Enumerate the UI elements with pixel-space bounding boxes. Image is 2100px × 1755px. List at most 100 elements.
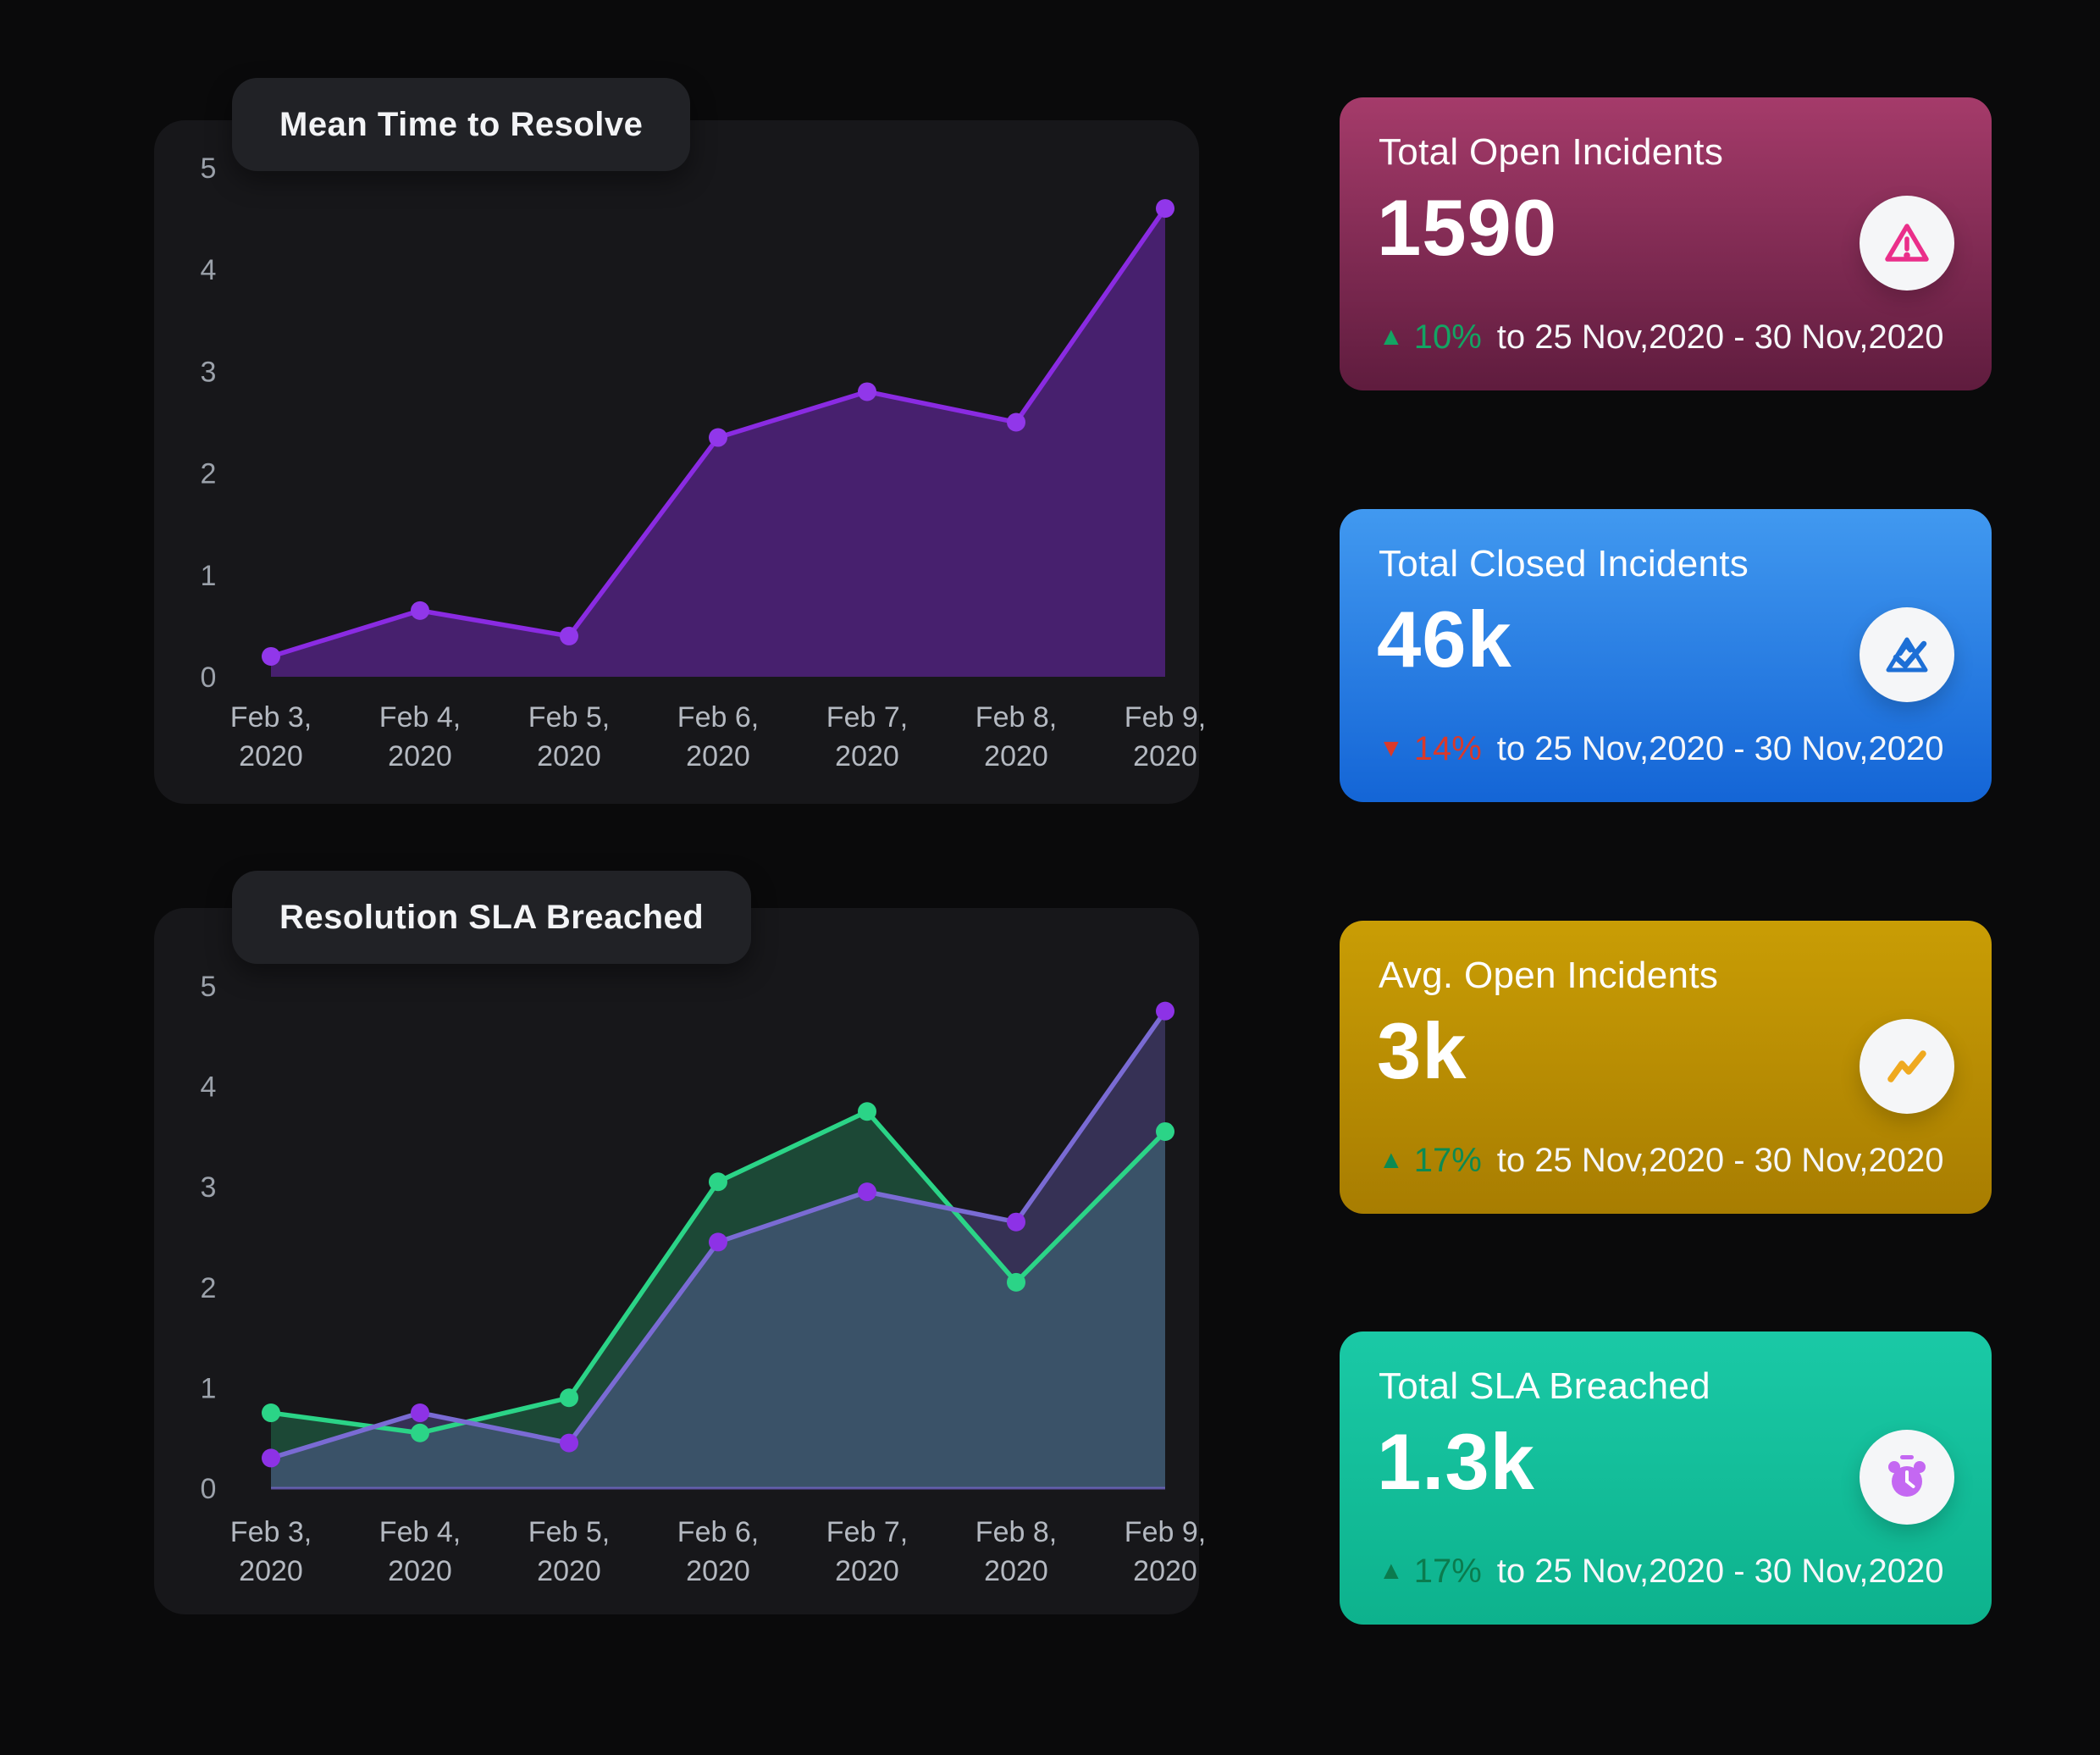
card-total-closed-incidents: Total Closed Incidents 46k ▼ 14% to 25 N… [1340, 509, 1992, 802]
data-point-sla-breached-purple [262, 1448, 280, 1468]
card-total-sla-breached: Total SLA Breached 1.3k ▲ 17% to 25 Nov,… [1340, 1331, 1992, 1625]
data-point-mean-time-to-resolve [411, 601, 429, 620]
data-point-sla-breached-green [858, 1102, 876, 1121]
data-point-mean-time-to-resolve [262, 646, 280, 666]
x-axis-label: 2020 [239, 1555, 303, 1587]
x-axis-label: Feb 6, [677, 701, 759, 734]
x-axis-label: 2020 [1133, 740, 1197, 772]
x-axis-label: Feb 7, [826, 1516, 908, 1548]
chart-panel-resolution-sla-breached: 0 1 2 3 4 5 Feb 3, 2020 Feb 4, 2020 Feb 5, 2020 Feb … [154, 908, 1207, 1614]
card-value: 1.3k [1377, 1417, 1535, 1506]
delta-percent: 17% [1413, 1142, 1482, 1179]
x-axis-label: Feb 5, [528, 701, 610, 734]
y-axis-tick-label: 5 [201, 971, 217, 1003]
delta-up-arrow-icon: ▲ [1379, 1145, 1404, 1174]
card-title: Avg. Open Incidents [1379, 955, 1719, 996]
data-point-sla-breached-green [709, 1172, 727, 1192]
card-value: 1590 [1377, 183, 1558, 272]
x-axis-label: Feb 8, [975, 1516, 1057, 1548]
delta-down-arrow-icon: ▼ [1379, 734, 1404, 762]
card-title: Total Open Incidents [1379, 131, 1724, 173]
x-axis-label: 2020 [388, 740, 452, 772]
x-axis-label: 2020 [537, 740, 601, 772]
delta-period: to 25 Nov,2020 - 30 Nov,2020 [1496, 318, 1944, 356]
chart-title-pill: Resolution SLA Breached [232, 871, 752, 964]
x-axis-label: Feb 5, [528, 1516, 610, 1548]
data-point-sla-breached-green [1007, 1272, 1025, 1292]
x-axis-label: 2020 [686, 740, 750, 772]
card-delta-row: ▲ 17% to 25 Nov,2020 - 30 Nov,2020 [1379, 1553, 1944, 1591]
x-axis-label: 2020 [835, 740, 899, 772]
data-point-sla-breached-green [1156, 1121, 1174, 1141]
y-axis-tick-label: 1 [201, 560, 217, 592]
x-axis-label: 2020 [984, 1555, 1048, 1587]
card-title: Total Closed Incidents [1379, 543, 1749, 584]
delta-up-arrow-icon: ▲ [1379, 1556, 1404, 1585]
delta-period: to 25 Nov,2020 - 30 Nov,2020 [1496, 1553, 1944, 1590]
y-axis-tick-label: 2 [201, 458, 217, 490]
x-axis-label: 2020 [239, 740, 303, 772]
y-axis-tick-label: 5 [201, 152, 217, 185]
data-point-mean-time-to-resolve [1156, 199, 1174, 219]
x-axis-label: 2020 [1133, 1555, 1197, 1587]
x-axis-label: Feb 7, [826, 701, 908, 734]
x-axis-label: 2020 [686, 1555, 750, 1587]
chart-title: Mean Time to Resolve [279, 105, 644, 143]
y-axis-tick-label: 2 [201, 1272, 217, 1304]
card-icon-circle [1860, 607, 1954, 702]
y-axis-tick-label: 4 [201, 254, 217, 286]
resolution-sla-breached-chart: 0 1 2 3 4 5 Feb 3, 2020 Feb 4, 2020 Feb 5, 2020 Feb … [201, 971, 1207, 1587]
card-value: 46k [1377, 595, 1512, 684]
x-axis-label: Feb 9, [1125, 1516, 1206, 1548]
delta-percent: 14% [1413, 730, 1482, 767]
card-icon-circle [1860, 1019, 1954, 1114]
card-value: 3k [1377, 1006, 1467, 1095]
card-avg-open-incidents: Avg. Open Incidents 3k ▲ 17% to 25 Nov,2… [1340, 921, 1992, 1214]
x-axis-label: Feb 4, [379, 1516, 461, 1548]
chart-title-pill: Mean Time to Resolve [232, 78, 691, 171]
data-point-sla-breached-purple [858, 1182, 876, 1202]
data-point-sla-breached-purple [1007, 1212, 1025, 1232]
delta-percent: 10% [1413, 318, 1482, 356]
card-icon-circle [1860, 196, 1954, 291]
data-point-mean-time-to-resolve [858, 382, 876, 401]
data-point-sla-breached-green [411, 1423, 429, 1442]
trend-zigzag-icon [1887, 1050, 1926, 1082]
x-axis-label: Feb 4, [379, 701, 461, 734]
x-axis-label: Feb 3, [230, 1516, 312, 1548]
data-point-sla-breached-purple [709, 1232, 727, 1252]
check-triangle-icon [1886, 637, 1928, 673]
data-point-mean-time-to-resolve [709, 428, 727, 447]
x-axis-label: 2020 [537, 1555, 601, 1587]
x-axis-label: Feb 9, [1125, 701, 1206, 734]
x-axis-label: Feb 3, [230, 701, 312, 734]
x-axis-label: 2020 [984, 740, 1048, 772]
card-delta-row: ▼ 14% to 25 Nov,2020 - 30 Nov,2020 [1379, 730, 1944, 768]
y-axis-tick-label: 3 [201, 356, 217, 388]
y-axis-tick-label: 0 [201, 662, 217, 694]
chart-panel-mean-time-to-resolve: 0 1 2 3 4 5 Feb 3, 2020 Feb 4, 2020 Feb 5, 2020 Feb … [154, 120, 1207, 804]
warning-triangle-icon [1885, 224, 1929, 262]
card-title: Total SLA Breached [1379, 1365, 1710, 1407]
x-axis-label: Feb 6, [677, 1516, 759, 1548]
data-point-sla-breached-purple [411, 1403, 429, 1423]
chart-title: Resolution SLA Breached [279, 898, 705, 936]
y-axis-tick-label: 1 [201, 1372, 217, 1404]
data-point-mean-time-to-resolve [1007, 412, 1025, 432]
card-delta-row: ▲ 10% to 25 Nov,2020 - 30 Nov,2020 [1379, 318, 1944, 357]
delta-period: to 25 Nov,2020 - 30 Nov,2020 [1496, 730, 1944, 767]
x-axis-label: 2020 [835, 1555, 899, 1587]
mean-time-to-resolve-chart: 0 1 2 3 4 5 Feb 3, 2020 Feb 4, 2020 Feb 5, 2020 Feb … [201, 152, 1207, 772]
data-point-sla-breached-purple [560, 1433, 578, 1453]
delta-up-arrow-icon: ▲ [1379, 322, 1404, 351]
y-axis-tick-label: 0 [201, 1473, 217, 1505]
card-icon-circle [1860, 1430, 1954, 1525]
data-point-sla-breached-purple [1156, 1001, 1174, 1021]
alarm-clock-icon [1888, 1455, 1926, 1497]
card-total-open-incidents: Total Open Incidents 1590 ▲ 10% to 25 No… [1340, 97, 1992, 390]
x-axis-label: Feb 8, [975, 701, 1057, 734]
x-axis-label: 2020 [388, 1555, 452, 1587]
data-point-mean-time-to-resolve [560, 626, 578, 645]
card-delta-row: ▲ 17% to 25 Nov,2020 - 30 Nov,2020 [1379, 1142, 1944, 1180]
